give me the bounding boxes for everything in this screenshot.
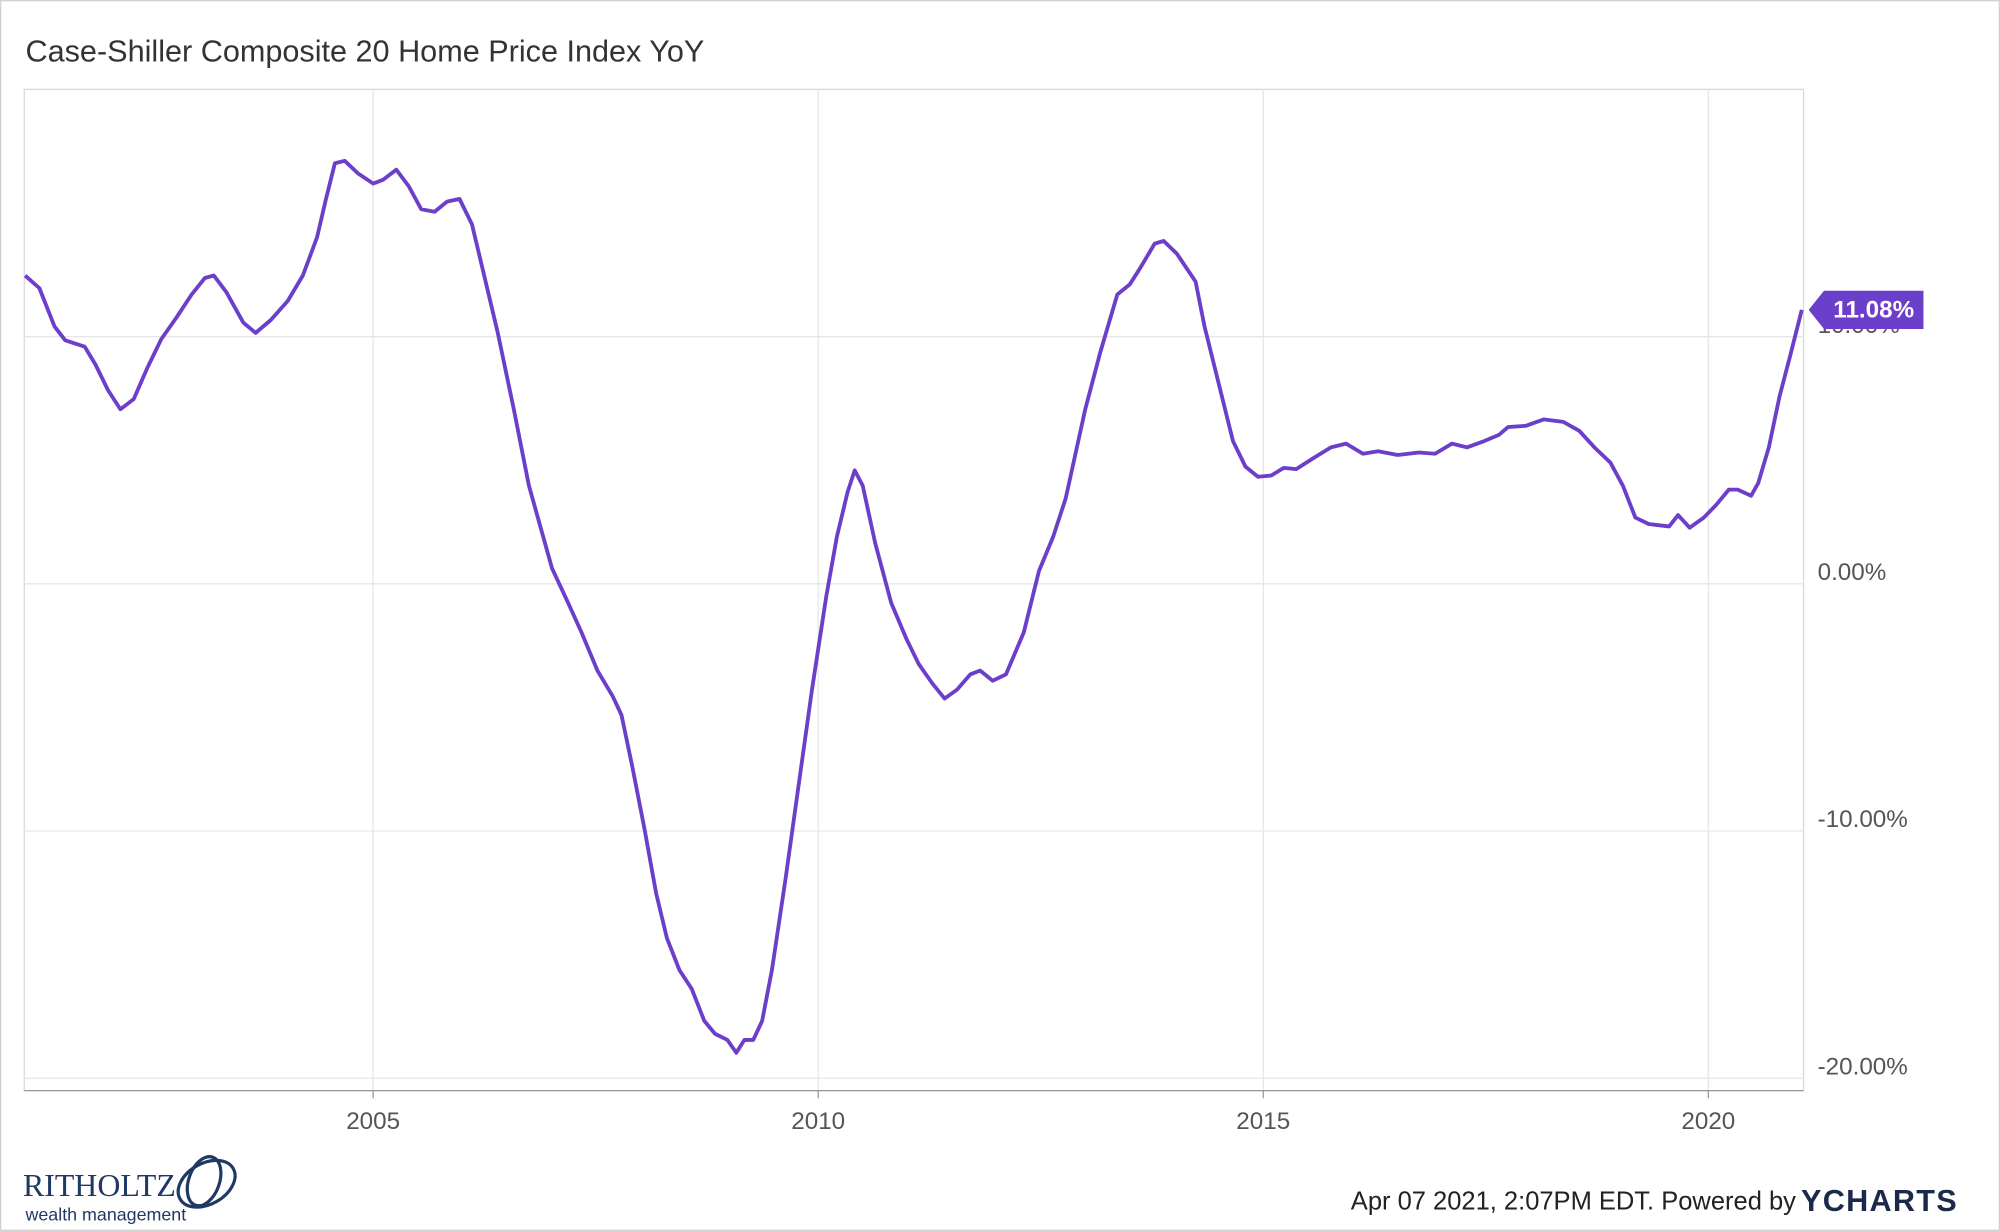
last-value-label: 11.08% [1833, 297, 1914, 324]
timestamp: Apr 07 2021, 2:07PM EDT. Powered by [1351, 1188, 1796, 1216]
ycharts-logo: YCHARTS [1801, 1184, 1958, 1218]
x-tick-label: 2020 [1681, 1108, 1735, 1135]
plot-area: -20.00%-10.00%0.00%10.00%200520102015202… [23, 88, 1924, 1135]
series-line [23, 158, 1804, 1055]
x-tick-label: 2015 [1236, 1108, 1290, 1135]
y-tick-label: -10.00% [1818, 806, 1908, 833]
last-value-flag [1808, 290, 1924, 330]
brand: RITHOLTZ [23, 1168, 176, 1203]
brand-icon [176, 1155, 237, 1209]
x-tick-label: 2010 [791, 1108, 845, 1135]
y-tick-label: -20.00% [1818, 1053, 1908, 1080]
y-tick-label: 0.00% [1818, 559, 1887, 586]
x-tick-label: 2005 [346, 1108, 400, 1135]
chart-title: Case-Shiller Composite 20 Home Price Ind… [26, 35, 705, 69]
brand-sub: wealth management [25, 1204, 187, 1224]
